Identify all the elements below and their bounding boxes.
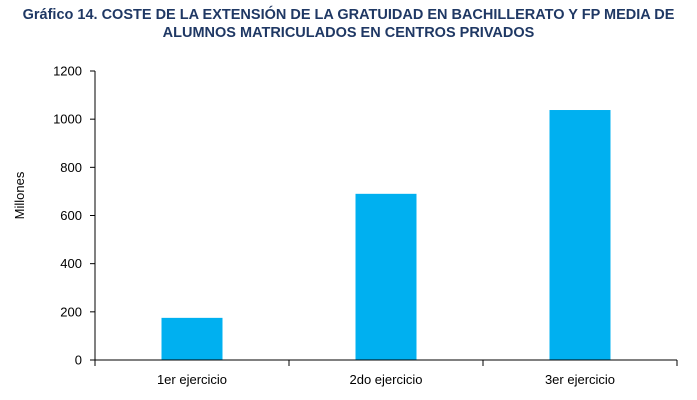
y-tick-label: 0	[75, 353, 82, 368]
x-tick-label: 2do ejercicio	[350, 372, 423, 387]
y-tick-label: 200	[60, 304, 82, 319]
chart-title-line-2: ALUMNOS MATRICULADOS EN CENTROS PRIVADOS	[162, 25, 535, 41]
chart-title-line-1: Gráfico 14. COSTE DE LA EXTENSIÓN DE LA …	[22, 7, 675, 23]
y-tick-label: 400	[60, 256, 82, 271]
y-tick-label: 800	[60, 160, 82, 175]
y-tick-label: 600	[60, 208, 82, 223]
chart-title: Gráfico 14. COSTE DE LA EXTENSIÓN DE LA …	[0, 6, 697, 42]
bars-group	[161, 110, 611, 360]
y-axis-title: Millones	[12, 171, 27, 219]
bar-2	[355, 193, 417, 360]
x-tick-label: 1er ejercicio	[157, 372, 227, 387]
bar-1	[161, 317, 223, 360]
x-tick-label: 3er ejercicio	[545, 372, 615, 387]
y-tick-label: 1200	[53, 64, 82, 79]
y-tick-label: 1000	[53, 112, 82, 127]
y-ticks-group: 0 200 400 600 800 1000 1200	[53, 64, 95, 368]
x-ticks-group: 1er ejercicio 2do ejercicio 3er ejercicio	[94, 360, 678, 387]
bar-3	[549, 110, 611, 360]
